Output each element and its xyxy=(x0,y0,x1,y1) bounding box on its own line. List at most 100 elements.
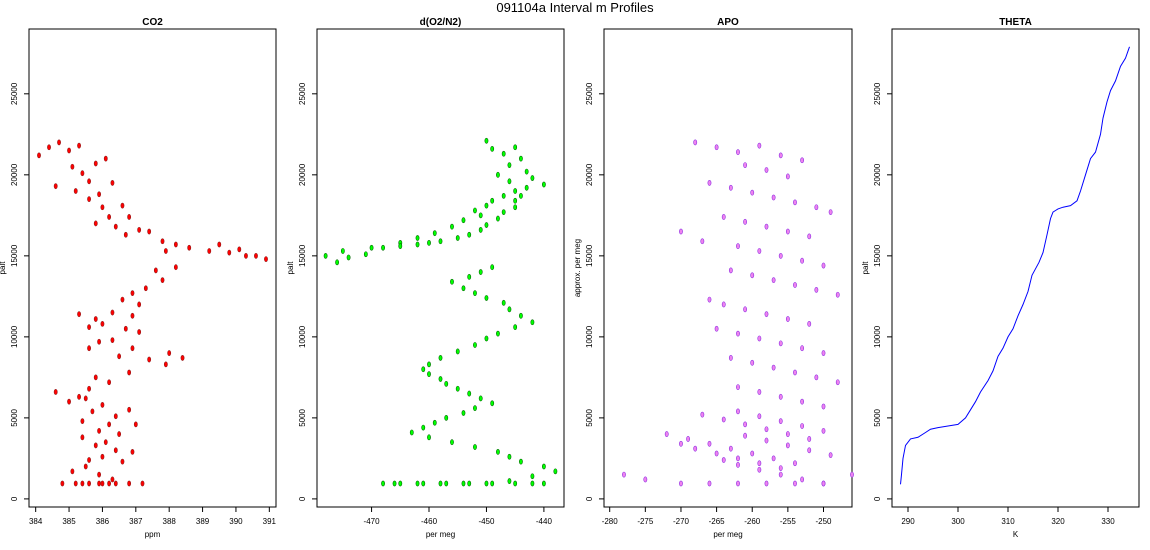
apo-point-53 xyxy=(757,389,762,395)
co2-point-56 xyxy=(180,355,185,361)
apo-point-45 xyxy=(821,350,826,356)
co2-point-63 xyxy=(77,393,81,400)
co2-point-66 xyxy=(83,395,88,402)
apo-point-67 xyxy=(721,457,726,463)
o2n2-point-68 xyxy=(490,400,495,407)
o2n2-point-70 xyxy=(461,410,466,416)
co2-point-12 xyxy=(87,196,91,203)
co2-point-18 xyxy=(93,220,98,227)
o2n2-point-2 xyxy=(501,150,506,157)
co2-point-36 xyxy=(153,267,158,274)
co2-point-46 xyxy=(87,324,91,331)
co2-point-44 xyxy=(93,316,98,322)
o2n2-point-16 xyxy=(450,223,454,230)
co2-point-62 xyxy=(87,385,91,392)
apo-point-63 xyxy=(764,437,769,444)
apo-point-27 xyxy=(821,262,826,269)
apo-point-99 xyxy=(821,480,826,487)
co2-plot-frame xyxy=(28,28,277,508)
apo-x-tick-label-0: -280 xyxy=(602,517,619,526)
co2-point-15 xyxy=(100,204,105,211)
theta-x-tick-label-4: 330 xyxy=(1101,517,1115,526)
apo-point-65 xyxy=(807,447,812,454)
apo-point-83 xyxy=(757,460,762,467)
o2n2-point-32 xyxy=(467,231,472,238)
o2n2-point-59 xyxy=(438,355,443,361)
co2-point-65 xyxy=(67,398,71,405)
o2n2-plot-frame xyxy=(316,28,565,508)
apo-point-70 xyxy=(778,471,783,478)
apo-point-66 xyxy=(828,452,833,459)
o2n2-point-5 xyxy=(507,162,512,169)
theta-y-tick-label-0: 0 xyxy=(873,496,882,501)
apo-point-49 xyxy=(793,369,797,376)
co2-point-42 xyxy=(110,309,115,316)
apo-point-74 xyxy=(721,416,726,423)
apo-point-96 xyxy=(736,480,740,487)
o2n2-point-64 xyxy=(444,380,449,387)
apo-point-52 xyxy=(736,384,740,390)
co2-point-91 xyxy=(100,480,105,487)
co2-point-96 xyxy=(97,480,101,487)
co2-point-37 xyxy=(160,277,165,284)
apo-title: APO xyxy=(717,17,739,28)
co2-point-41 xyxy=(120,296,125,303)
o2n2-point-34 xyxy=(484,222,489,228)
page-title: 091104a Interval m Profiles xyxy=(496,0,654,15)
apo-point-84 xyxy=(778,465,783,472)
apo-point-60 xyxy=(800,423,805,429)
co2-point-55 xyxy=(163,361,168,368)
apo-point-40 xyxy=(714,325,719,332)
o2n2-y-tick-label-2: 10000 xyxy=(298,325,307,348)
o2n2-point-20 xyxy=(381,244,385,251)
apo-point-0 xyxy=(693,139,698,146)
apo-point-95 xyxy=(707,480,712,487)
o2n2-point-60 xyxy=(427,361,431,368)
apo-point-3 xyxy=(757,142,762,149)
apo-point-2 xyxy=(736,149,740,156)
co2-point-4 xyxy=(77,142,81,149)
o2n2-point-84 xyxy=(507,478,512,484)
co2-point-84 xyxy=(83,463,88,470)
o2n2-y-label: palt xyxy=(286,261,295,275)
co2-point-50 xyxy=(97,338,101,345)
apo-point-97 xyxy=(764,480,769,487)
apo-x-tick-label-6: -250 xyxy=(815,517,832,526)
co2-point-6 xyxy=(80,170,85,177)
o2n2-point-21 xyxy=(363,251,368,258)
o2n2-point-24 xyxy=(323,252,328,259)
apo-point-33 xyxy=(835,291,840,298)
apo-point-13 xyxy=(793,199,797,206)
co2-x-tick-label-0: 384 xyxy=(29,517,43,526)
apo-point-5 xyxy=(800,157,805,164)
co2-point-38 xyxy=(143,285,148,292)
apo-point-48 xyxy=(771,364,776,371)
apo-point-4 xyxy=(778,152,783,159)
co2-point-61 xyxy=(107,379,112,386)
o2n2-point-6 xyxy=(524,168,529,175)
co2-point-88 xyxy=(60,480,65,487)
apo-point-37 xyxy=(764,311,769,318)
apo-point-92 xyxy=(622,471,626,478)
apo-point-64 xyxy=(785,442,790,449)
apo-x-tick-label-5: -255 xyxy=(780,517,797,526)
co2-point-82 xyxy=(100,453,105,460)
co2-point-83 xyxy=(120,458,125,465)
apo-point-20 xyxy=(807,233,812,240)
apo-point-21 xyxy=(679,228,683,235)
o2n2-point-38 xyxy=(513,197,518,204)
o2n2-point-43 xyxy=(490,264,495,271)
apo-point-46 xyxy=(728,355,733,361)
co2-point-21 xyxy=(113,223,118,230)
apo-point-87 xyxy=(707,440,712,447)
apo-point-81 xyxy=(714,450,719,457)
co2-point-26 xyxy=(163,248,168,254)
theta-y-tick-label-5: 25000 xyxy=(873,82,882,105)
o2n2-point-73 xyxy=(421,424,426,431)
o2n2-point-83 xyxy=(530,473,535,480)
theta-y-label: palt xyxy=(861,261,870,275)
theta-y-tick-label-4: 20000 xyxy=(873,163,882,186)
theta-x-tick-label-1: 300 xyxy=(951,517,965,526)
co2-point-97 xyxy=(107,480,112,487)
